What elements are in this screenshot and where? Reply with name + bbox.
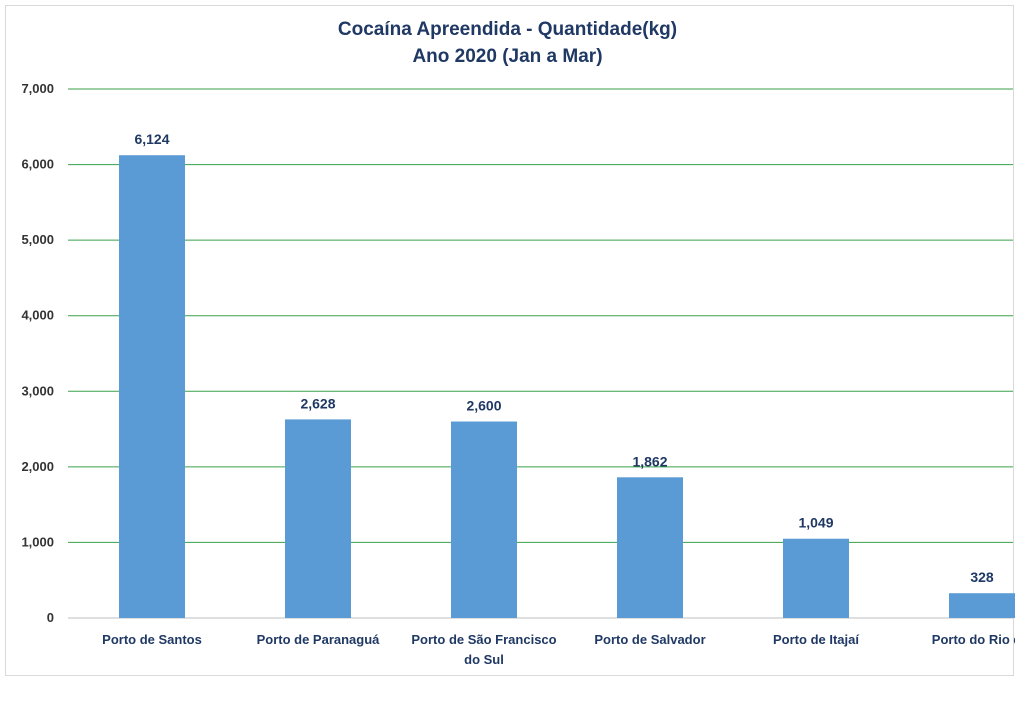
bar [119, 155, 185, 619]
chart-title: Cocaína Apreendida - Quantidade(kg) [337, 19, 678, 40]
y-tick-label: 0 [47, 610, 54, 625]
data-label: 1,862 [632, 453, 667, 469]
data-label: 6,124 [134, 131, 169, 147]
chart-title-block: Cocaína Apreendida - Quantidade(kg) Ano … [0, 16, 1015, 70]
bar [451, 421, 517, 618]
bar [617, 477, 683, 618]
chart-subtitle: Ano 2020 (Jan a Mar) [412, 46, 603, 67]
bar [783, 538, 849, 618]
x-tick-label: Porto de Itajaí [773, 632, 859, 647]
y-tick-label: 7,000 [21, 81, 54, 96]
y-tick-label: 2,000 [21, 459, 54, 474]
x-tick-label: Porto de Santos [102, 632, 202, 647]
bar [949, 593, 1015, 618]
data-label: 2,600 [466, 398, 501, 414]
data-label: 2,628 [300, 395, 335, 411]
y-tick-label: 6,000 [21, 157, 54, 172]
y-tick-label: 3,000 [21, 383, 54, 398]
x-tick-label: Porto de São Francisco do Sul [411, 632, 556, 667]
data-label: 328 [970, 569, 994, 585]
data-label: 1,049 [798, 515, 833, 531]
y-tick-label: 4,000 [21, 308, 54, 323]
y-tick-label: 5,000 [21, 232, 54, 247]
bar [285, 419, 351, 618]
x-tick-label: Porto de Paranaguá [257, 632, 381, 647]
x-tick-label: Porto de Salvador [594, 632, 705, 647]
x-tick-label: Porto do Rio de. [932, 632, 1015, 647]
y-tick-label: 1,000 [21, 534, 54, 549]
